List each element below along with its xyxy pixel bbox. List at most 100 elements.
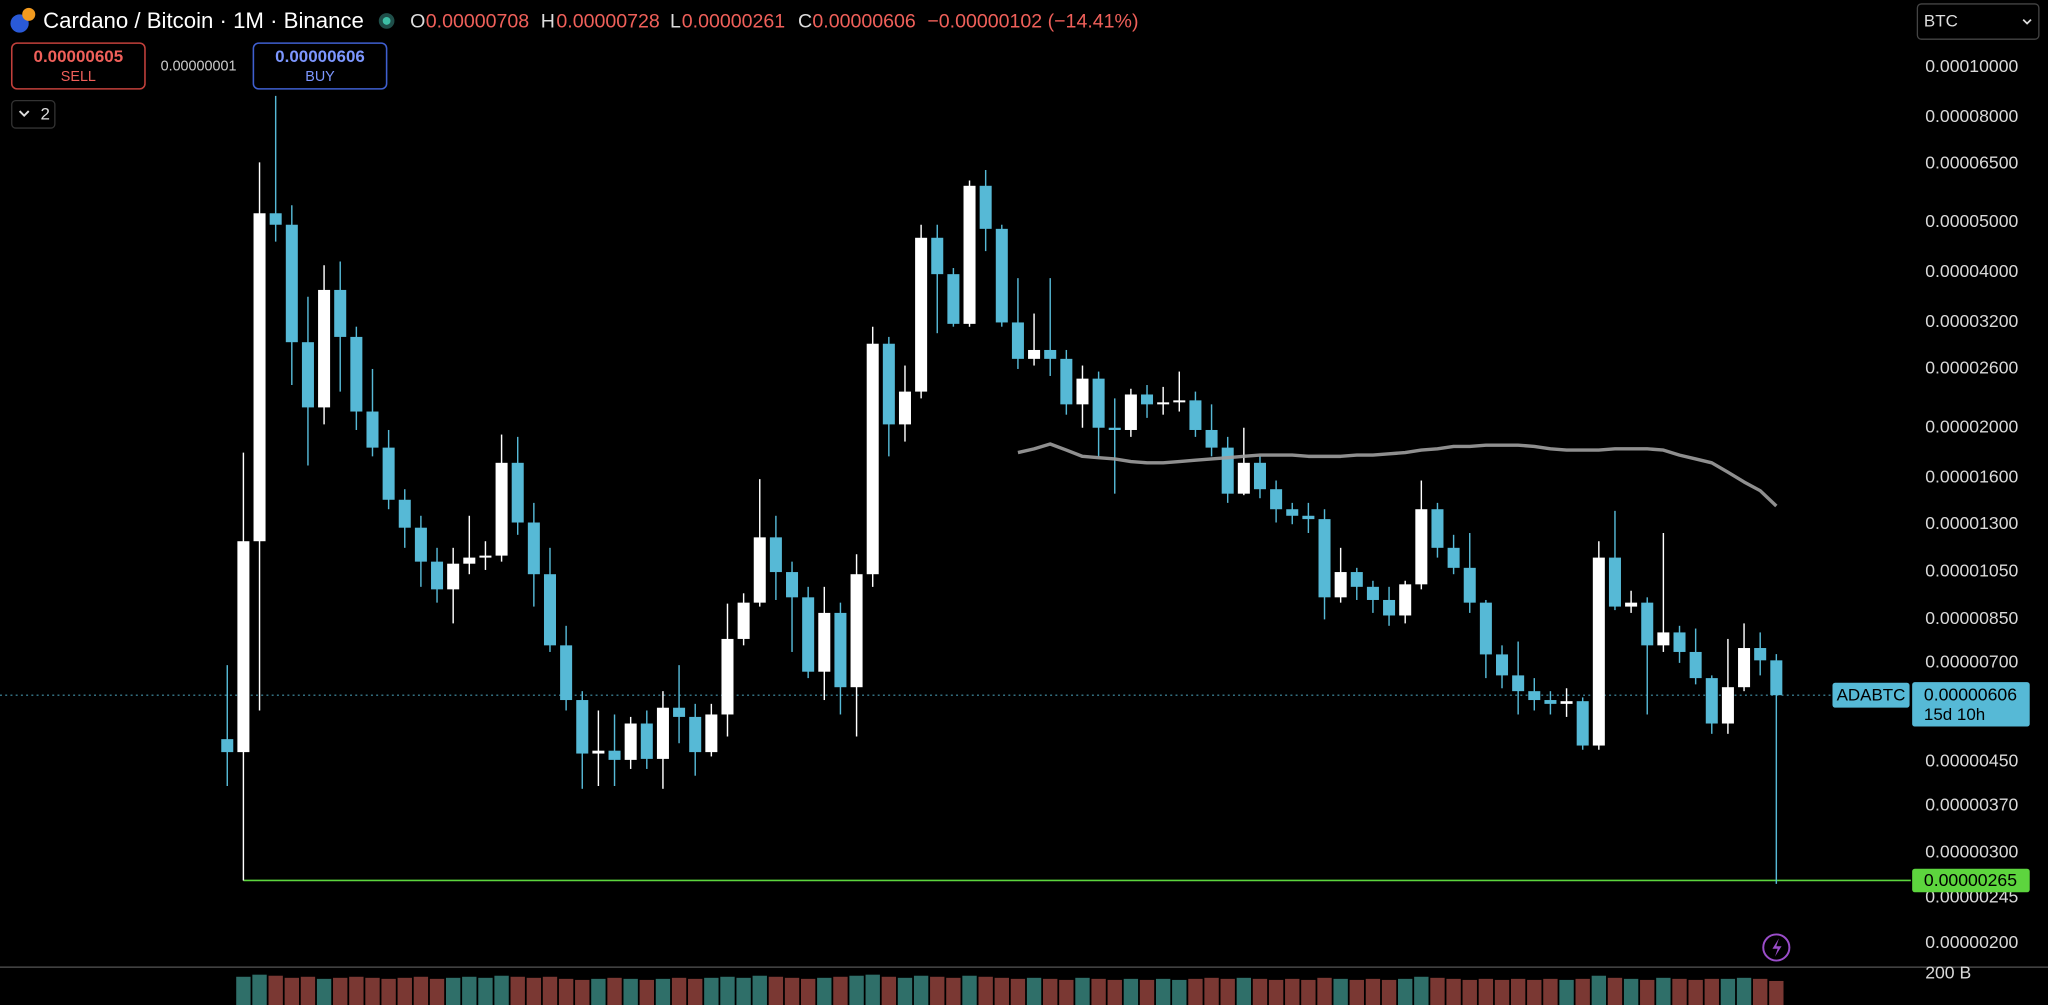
candle-body	[769, 537, 782, 573]
volume-bar	[252, 974, 267, 1005]
candle-body	[640, 723, 653, 759]
volume-bar	[752, 975, 767, 1005]
ohlc-label: L	[670, 10, 681, 32]
volume-bar	[784, 977, 800, 1005]
candle-body	[1657, 632, 1670, 646]
volume-bar	[946, 977, 961, 1005]
candle-body	[237, 541, 250, 753]
candle-body	[818, 612, 831, 672]
volume-bar	[1204, 977, 1219, 1005]
candle-body	[673, 707, 686, 717]
volume-bar	[962, 975, 977, 1005]
volume-bar	[1333, 978, 1348, 1005]
candle-body	[786, 572, 799, 598]
candle-body	[285, 224, 298, 343]
volume-bar	[1462, 979, 1477, 1005]
candle-body	[527, 522, 540, 575]
candle-body	[947, 274, 960, 324]
candle-body	[915, 237, 928, 392]
volume-bar	[1188, 978, 1203, 1005]
candle-body	[1738, 648, 1751, 688]
volume-bar	[300, 976, 316, 1005]
volume-bar	[1349, 979, 1364, 1005]
symbol-title[interactable]: Cardano / Bitcoin · 1M · Binance	[43, 8, 364, 33]
candle-body	[1092, 378, 1105, 428]
volume-bar	[897, 977, 913, 1005]
volume-bar	[349, 976, 364, 1005]
candle-body	[463, 557, 476, 564]
hline-tag-value: 0.00000265	[1924, 870, 2017, 890]
candle-body	[447, 563, 460, 590]
candle-body	[1673, 632, 1686, 652]
hline-tag	[1912, 868, 2030, 893]
candle-body	[995, 228, 1008, 323]
candle-body	[576, 700, 589, 754]
volume-bar	[1220, 978, 1235, 1005]
candle-body	[834, 612, 847, 688]
y-tick-label: 0.00002000	[1925, 416, 2018, 436]
candle-body	[656, 707, 669, 759]
candle-body	[1189, 400, 1202, 430]
candle-body	[1496, 654, 1509, 676]
candle-body	[737, 602, 750, 639]
volume-bar	[1672, 978, 1687, 1005]
volume-bar	[1075, 977, 1090, 1005]
volume-bar	[655, 978, 671, 1005]
change: −0.00000102 (−14.41%)	[927, 10, 1138, 32]
candle-body	[1205, 429, 1218, 448]
candle-body	[1721, 687, 1734, 724]
volume-bar	[1446, 978, 1461, 1005]
indicators-count: 2	[40, 104, 49, 123]
ohlc-value: 0.00000708	[426, 10, 530, 32]
y-tick-label: 0.00004000	[1925, 261, 2018, 281]
candle-body	[963, 185, 976, 324]
candle-body	[1560, 701, 1573, 704]
y-tick-label: 0.00001050	[1925, 561, 2018, 581]
lightning-glyph	[1772, 938, 1782, 957]
volume-bar	[800, 978, 816, 1005]
volume-bar	[1527, 979, 1542, 1005]
volume-bar	[623, 978, 638, 1005]
buy-button[interactable]	[252, 42, 388, 90]
volume-bar	[575, 979, 590, 1005]
candle-body	[931, 237, 944, 275]
candle-body	[1512, 675, 1525, 692]
candle-body	[511, 462, 524, 523]
volume-bar	[462, 976, 477, 1005]
candle-body	[253, 213, 266, 542]
candle-body	[479, 555, 492, 558]
volume-bar	[1059, 979, 1074, 1005]
ohlc-value: 0.00000606	[812, 10, 916, 32]
volume-bar	[381, 978, 396, 1005]
sell-button[interactable]	[10, 42, 146, 90]
volume-bar	[1591, 975, 1607, 1005]
candle-body	[898, 391, 911, 425]
y-tick-label: 0.00006500	[1925, 152, 2018, 172]
indicators-toggle[interactable]	[11, 99, 56, 129]
volume-bar	[1510, 978, 1526, 1005]
ohlc-value: 0.00000261	[682, 10, 785, 32]
volume-bar	[542, 976, 558, 1005]
candle-body	[1286, 509, 1299, 516]
candle-body	[334, 289, 347, 337]
candle-body	[1528, 691, 1541, 701]
currency-select[interactable]	[1916, 3, 2040, 40]
candle-body	[1625, 602, 1638, 607]
candle-body	[1479, 602, 1492, 655]
volume-bar	[881, 976, 897, 1005]
candle-body	[1302, 515, 1315, 520]
candle-body	[1028, 349, 1041, 359]
candle-body	[431, 561, 444, 590]
volume-bar	[510, 976, 525, 1005]
volume-bar	[1607, 977, 1623, 1005]
alert-icon[interactable]	[1762, 933, 1791, 962]
volume-bar	[316, 978, 332, 1005]
volume-bar	[1414, 976, 1429, 1005]
candle-body	[753, 537, 766, 603]
volume-bar	[849, 975, 864, 1005]
candle-body	[1270, 489, 1283, 510]
ohlc-label: O	[410, 10, 425, 32]
volume-bar	[1704, 978, 1719, 1005]
